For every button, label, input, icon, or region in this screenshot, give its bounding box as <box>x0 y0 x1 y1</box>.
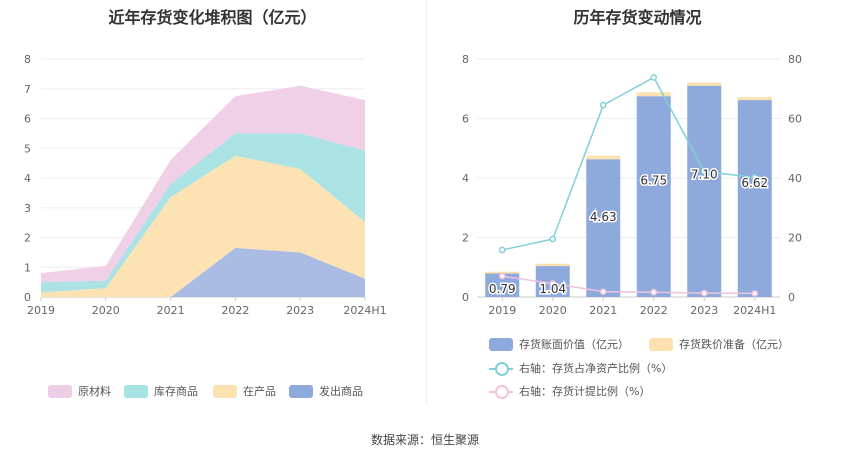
left-x-tick-label: 2020 <box>92 304 120 317</box>
right-left-axis-label: 4 <box>462 172 469 185</box>
left-y-tick-label: 1 <box>24 261 31 274</box>
line-series-net-asset-ratio <box>502 76 755 251</box>
legend-swatch-shipped-goods <box>289 384 313 398</box>
bar-book-value <box>737 100 772 298</box>
area-series-发出商品 <box>41 247 365 297</box>
legend-label-book-value: 存货账面价值（亿元） <box>519 338 629 351</box>
left-y-tick-label: 5 <box>24 142 31 155</box>
left-y-tick-label: 6 <box>24 113 31 126</box>
bar-impairment <box>586 155 621 160</box>
bar-impairment <box>687 82 722 86</box>
bar-impairment <box>737 97 772 101</box>
right-x-tick-label: 2023 <box>690 304 718 317</box>
left-x-tick-label: 2021 <box>157 304 185 317</box>
right-x-tick-label: 2019 <box>488 304 516 317</box>
line-point <box>498 246 506 254</box>
line-point <box>549 280 557 287</box>
legend-item-finished-goods[interactable]: 库存商品 <box>124 383 198 399</box>
legend-marker-net-asset-ratio <box>489 361 513 376</box>
legend-label-provision-ratio: 右轴：存货计提比例（%） <box>519 385 651 398</box>
bar-impairment <box>485 271 520 274</box>
left-x-tick-label: 2024H1 <box>343 304 386 317</box>
right-x-tick-label: 2021 <box>589 304 617 317</box>
left-y-tick-label: 3 <box>24 202 31 215</box>
legend-label-net-asset-ratio: 右轴：存货占净资产比例（%） <box>519 362 673 375</box>
right-right-axis-label: 40 <box>788 172 802 185</box>
bar-value-label: 6.62 <box>741 176 768 190</box>
left-y-tick-label: 8 <box>24 53 31 66</box>
legend-item-raw-materials[interactable]: 原材料 <box>48 383 111 399</box>
legend-swatch-impairment <box>649 337 673 351</box>
legend-item-wip[interactable]: 在产品 <box>213 383 276 399</box>
line-point <box>650 288 658 296</box>
legend-swatch-finished-goods <box>124 384 148 398</box>
area-series-原材料 <box>41 85 365 283</box>
left-y-tick-label: 7 <box>24 83 31 96</box>
bar-value-label: 4.63 <box>590 210 617 224</box>
right-right-axis-label: 20 <box>788 232 802 245</box>
right-x-tick-label: 2024H1 <box>733 304 776 317</box>
right-x-tick-label: 2022 <box>640 304 668 317</box>
bar-value-label: 7.10 <box>691 167 718 181</box>
line-point <box>650 74 658 81</box>
right-chart-title: 历年存货变动情况 <box>573 8 702 27</box>
line-series-provision-ratio <box>502 275 755 295</box>
bar-impairment <box>636 92 671 97</box>
legend-swatch-wip <box>213 384 237 398</box>
right-left-axis-label: 0 <box>462 291 469 304</box>
panel-divider <box>426 0 427 405</box>
left-x-tick-label: 2022 <box>221 304 249 317</box>
line-point <box>700 168 708 175</box>
legend-label-shipped-goods: 发出商品 <box>319 385 363 398</box>
right-left-axis-label: 6 <box>462 113 469 126</box>
left-x-tick-label: 2019 <box>27 304 55 317</box>
right-left-axis-label: 2 <box>462 232 469 245</box>
line-point <box>498 272 506 280</box>
legend-item-book-value[interactable]: 存货账面价值（亿元） <box>489 336 629 352</box>
right-left-axis-label: 8 <box>462 53 469 66</box>
line-point <box>751 290 759 297</box>
left-y-tick-label: 2 <box>24 232 31 245</box>
legend-label-wip: 在产品 <box>243 385 276 398</box>
right-right-axis-label: 80 <box>788 53 802 66</box>
data-source-footer: 数据来源：恒生聚源 <box>370 433 479 447</box>
right-x-tick-label: 2020 <box>539 304 567 317</box>
bar-book-value <box>636 96 671 297</box>
line-point <box>599 101 607 109</box>
line-point <box>700 289 708 297</box>
area-series-库存商品 <box>41 133 365 293</box>
line-point <box>549 235 557 243</box>
right-right-axis-label: 60 <box>788 113 802 126</box>
left-y-tick-label: 0 <box>24 291 31 304</box>
legend-label-raw-materials: 原材料 <box>78 385 111 398</box>
bar-value-label: 6.75 <box>640 174 667 188</box>
legend-swatch-book-value <box>489 337 513 351</box>
legend-swatch-raw-materials <box>48 384 72 398</box>
bar-value-label: 1.04 <box>539 282 566 296</box>
left-y-tick-label: 4 <box>24 172 31 185</box>
left-x-tick-label: 2023 <box>286 304 314 317</box>
legend-item-impairment[interactable]: 存货跌价准备（亿元） <box>649 336 789 352</box>
legend-marker-provision-ratio <box>489 384 513 399</box>
area-series-在产品 <box>41 155 365 297</box>
legend-label-finished-goods: 库存商品 <box>154 385 198 398</box>
bar-book-value <box>586 159 621 297</box>
line-point <box>599 288 607 295</box>
legend-item-provision-ratio[interactable]: 右轴：存货计提比例（%） <box>489 383 650 399</box>
left-chart-title: 近年存货变化堆积图（亿元） <box>108 8 317 27</box>
line-point <box>751 174 759 181</box>
legend-item-net-asset-ratio[interactable]: 右轴：存货占净资产比例（%） <box>489 360 672 376</box>
bar-impairment <box>535 263 570 267</box>
legend-item-shipped-goods[interactable]: 发出商品 <box>289 383 363 399</box>
legend-label-impairment: 存货跌价准备（亿元） <box>679 338 789 351</box>
bar-book-value <box>485 273 520 297</box>
right-right-axis-label: 0 <box>788 291 795 304</box>
bar-book-value <box>687 85 722 298</box>
bar-value-label: 0.79 <box>489 282 516 296</box>
